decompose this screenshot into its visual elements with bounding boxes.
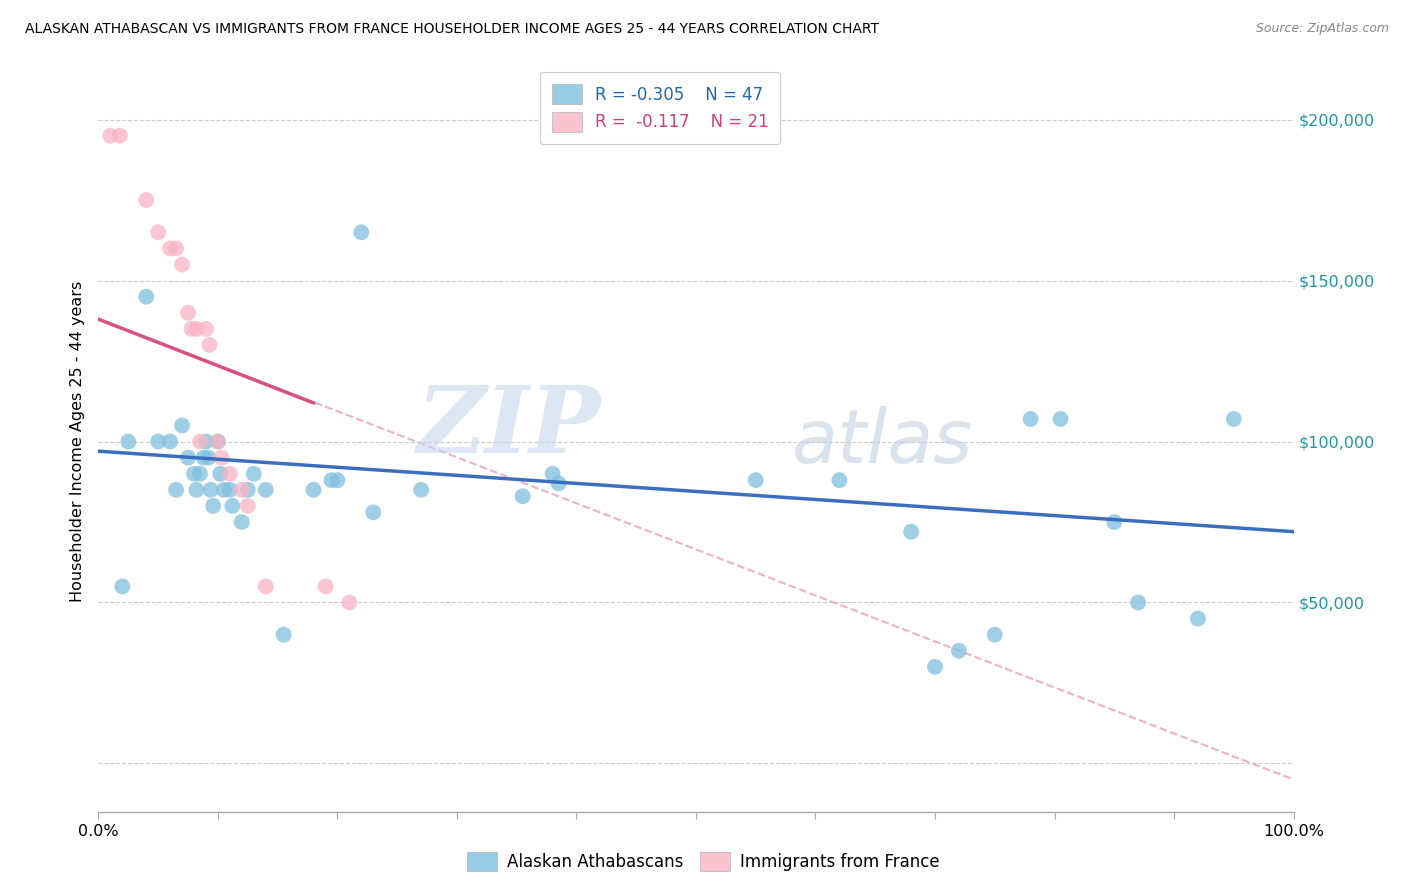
Point: [243, 467, 266, 481]
Point: [159, 241, 181, 255]
Point: [207, 434, 229, 449]
Point: [195, 322, 218, 336]
Point: [209, 467, 232, 481]
Point: [135, 290, 157, 304]
Point: [200, 483, 222, 497]
Point: [315, 579, 337, 593]
Point: [1128, 595, 1150, 609]
Legend: Alaskan Athabascans, Immigrants from France: Alaskan Athabascans, Immigrants from Fra…: [458, 843, 948, 880]
Point: [172, 418, 194, 433]
Point: [512, 489, 534, 503]
Point: [197, 450, 219, 465]
Point: [165, 483, 187, 497]
Point: [135, 193, 157, 207]
Point: [321, 473, 343, 487]
Point: [273, 628, 295, 642]
Point: [188, 467, 211, 481]
Point: [411, 483, 433, 497]
Point: [108, 128, 131, 143]
Point: [186, 483, 208, 497]
Point: [924, 660, 946, 674]
Point: [183, 467, 205, 481]
Point: [363, 505, 385, 519]
Text: ALASKAN ATHABASCAN VS IMMIGRANTS FROM FRANCE HOUSEHOLDER INCOME AGES 25 - 44 YEA: ALASKAN ATHABASCAN VS IMMIGRANTS FROM FR…: [25, 22, 879, 37]
Point: [195, 434, 218, 449]
Text: ZIP: ZIP: [416, 382, 600, 472]
Point: [219, 483, 242, 497]
Point: [219, 467, 242, 481]
Point: [828, 473, 851, 487]
Point: [254, 579, 277, 593]
Y-axis label: Householder Income Ages 25 - 44 years: Householder Income Ages 25 - 44 years: [69, 281, 84, 602]
Point: [302, 483, 325, 497]
Point: [202, 499, 225, 513]
Point: [339, 595, 361, 609]
Point: [1019, 412, 1042, 426]
Point: [1223, 412, 1246, 426]
Point: [1049, 412, 1071, 426]
Point: [211, 450, 233, 465]
Point: [212, 483, 235, 497]
Point: [745, 473, 768, 487]
Point: [541, 467, 564, 481]
Point: [547, 476, 569, 491]
Point: [326, 473, 349, 487]
Point: [186, 322, 208, 336]
Point: [159, 434, 181, 449]
Point: [1187, 611, 1209, 625]
Point: [1104, 515, 1126, 529]
Point: [254, 483, 277, 497]
Point: [236, 483, 259, 497]
Point: [231, 483, 253, 497]
Point: [221, 499, 243, 513]
Point: [350, 225, 373, 239]
Text: atlas: atlas: [792, 406, 973, 477]
Point: [177, 450, 200, 465]
Point: [180, 322, 202, 336]
Point: [165, 241, 187, 255]
Text: Source: ZipAtlas.com: Source: ZipAtlas.com: [1256, 22, 1389, 36]
Point: [231, 515, 253, 529]
Point: [148, 225, 170, 239]
Point: [177, 306, 200, 320]
Point: [207, 434, 229, 449]
Point: [98, 128, 122, 143]
Point: [117, 434, 139, 449]
Point: [111, 579, 134, 593]
Point: [984, 628, 1007, 642]
Point: [193, 450, 215, 465]
Point: [148, 434, 170, 449]
Legend: R = -0.305    N = 47, R =  -0.117    N = 21: R = -0.305 N = 47, R = -0.117 N = 21: [540, 72, 780, 144]
Point: [236, 499, 259, 513]
Point: [198, 338, 221, 352]
Point: [172, 258, 194, 272]
Point: [188, 434, 211, 449]
Point: [948, 644, 970, 658]
Point: [900, 524, 922, 539]
